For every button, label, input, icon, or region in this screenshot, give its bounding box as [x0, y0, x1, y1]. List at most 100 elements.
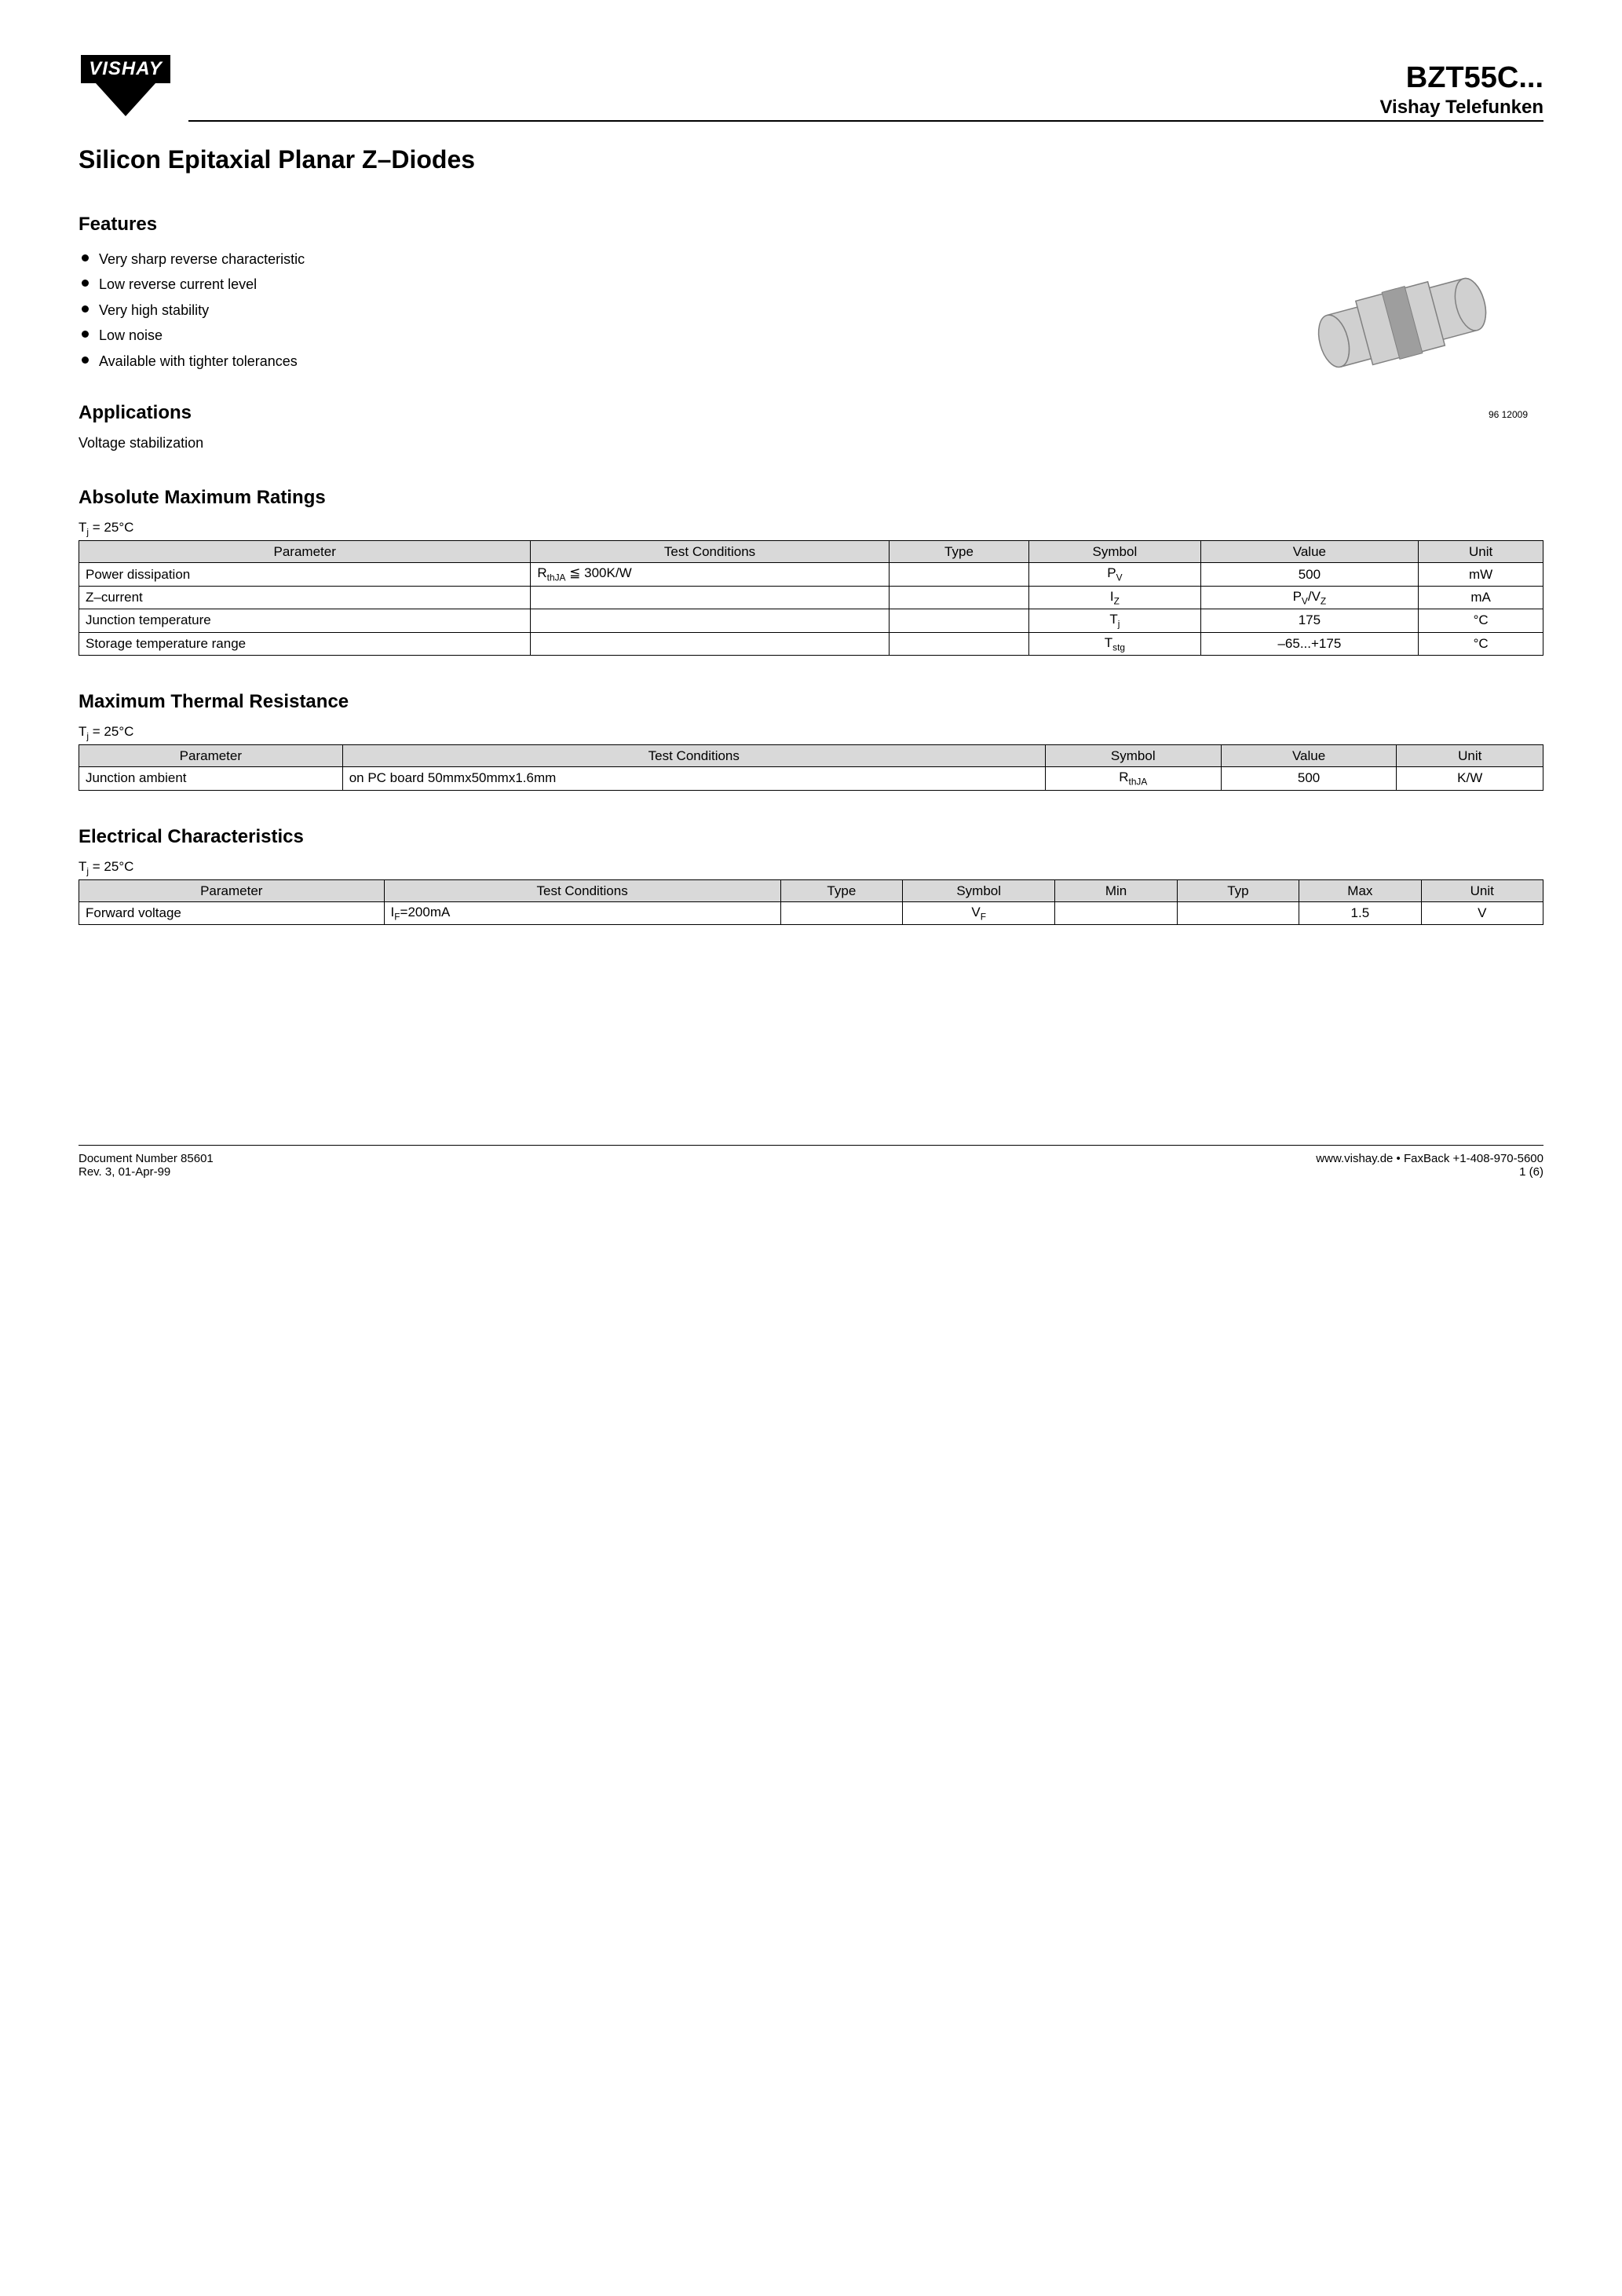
table-cell: 175: [1200, 609, 1419, 632]
table-cell: RthJA ≦ 300K/W: [531, 563, 889, 586]
amr-table: Parameter Test Conditions Type Symbol Va…: [79, 540, 1543, 656]
doc-number: Document Number 85601: [79, 1152, 214, 1165]
table-cell: [1177, 902, 1299, 925]
table-cell: V: [1421, 902, 1543, 925]
features-list: Very sharp reverse characteristic Low re…: [79, 247, 1245, 374]
table-cell: RthJA: [1045, 767, 1221, 790]
table-header: Symbol: [903, 880, 1055, 902]
mtr-condition: Tj = 25°C: [79, 724, 1543, 741]
device-illustration-icon: [1277, 244, 1528, 401]
intro-left: Features Very sharp reverse characterist…: [79, 214, 1245, 452]
table-cell: Z–current: [79, 586, 531, 609]
table-header: Max: [1299, 880, 1421, 902]
table-cell: Tstg: [1029, 632, 1200, 655]
features-heading: Features: [79, 214, 1245, 236]
list-item: Low reverse current level: [79, 272, 1245, 297]
table-header: Test Conditions: [531, 541, 889, 563]
table-row: Storage temperature range Tstg–65...+175°…: [79, 632, 1543, 655]
list-item: Available with tighter tolerances: [79, 349, 1245, 374]
logo: VISHAY: [79, 55, 173, 116]
table-cell: 500: [1200, 563, 1419, 586]
table-cell: –65...+175: [1200, 632, 1419, 655]
table-cell: IZ: [1029, 586, 1200, 609]
table-cell: 500: [1221, 767, 1397, 790]
table-header: Value: [1221, 745, 1397, 767]
footer-right: www.vishay.de • FaxBack +1-408-970-5600 …: [1316, 1152, 1543, 1179]
intro-columns: Features Very sharp reverse characterist…: [79, 214, 1543, 452]
applications-heading: Applications: [79, 402, 1245, 424]
table-cell: mA: [1419, 586, 1543, 609]
elec-section: Electrical Characteristics Tj = 25°C Par…: [79, 826, 1543, 926]
table-row: Z–current IZPV/VZmA: [79, 586, 1543, 609]
revision: Rev. 3, 01-Apr-99: [79, 1165, 214, 1179]
table-cell: K/W: [1397, 767, 1543, 790]
table-cell: on PC board 50mmx50mmx1.6mm: [342, 767, 1045, 790]
list-item: Low noise: [79, 323, 1245, 348]
page-number: 1 (6): [1316, 1165, 1543, 1179]
logo-text: VISHAY: [81, 55, 170, 83]
table-header: Test Conditions: [384, 880, 780, 902]
part-number: BZT55C...: [188, 61, 1543, 95]
table-cell: Junction ambient: [79, 767, 343, 790]
table-header: Parameter: [79, 745, 343, 767]
table-cell: [889, 586, 1029, 609]
elec-table: Parameter Test Conditions Type Symbol Mi…: [79, 879, 1543, 925]
table-cell: PV: [1029, 563, 1200, 586]
table-cell: [531, 609, 889, 632]
table-header: Parameter: [79, 541, 531, 563]
table-header: Unit: [1421, 880, 1543, 902]
table-cell: [531, 632, 889, 655]
table-header: Unit: [1397, 745, 1543, 767]
intro-right: 96 12009: [1261, 214, 1543, 452]
table-cell: [889, 609, 1029, 632]
applications-text: Voltage stabilization: [79, 435, 1245, 452]
table-cell: Forward voltage: [79, 902, 385, 925]
table-header: Type: [889, 541, 1029, 563]
table-cell: [889, 632, 1029, 655]
table-header: Value: [1200, 541, 1419, 563]
table-header: Symbol: [1045, 745, 1221, 767]
logo-triangle-icon: [96, 83, 155, 116]
page-footer: Document Number 85601 Rev. 3, 01-Apr-99 …: [79, 1145, 1543, 1179]
table-cell: 1.5: [1299, 902, 1421, 925]
table-row: Junction temperature Tj175°C: [79, 609, 1543, 632]
list-item: Very high stability: [79, 298, 1245, 323]
table-row: Power dissipationRthJA ≦ 300K/W PV500mW: [79, 563, 1543, 586]
table-cell: °C: [1419, 609, 1543, 632]
table-cell: [780, 902, 902, 925]
footer-url: www.vishay.de • FaxBack +1-408-970-5600: [1316, 1152, 1543, 1165]
table-header: Parameter: [79, 880, 385, 902]
table-header: Typ: [1177, 880, 1299, 902]
table-header: Unit: [1419, 541, 1543, 563]
footer-left: Document Number 85601 Rev. 3, 01-Apr-99: [79, 1152, 214, 1179]
page-header: VISHAY BZT55C... Vishay Telefunken: [79, 55, 1543, 122]
table-cell: mW: [1419, 563, 1543, 586]
table-cell: PV/VZ: [1200, 586, 1419, 609]
table-cell: Junction temperature: [79, 609, 531, 632]
table-header: Test Conditions: [342, 745, 1045, 767]
brand-name: Vishay Telefunken: [188, 97, 1543, 119]
table-cell: Tj: [1029, 609, 1200, 632]
header-title-block: BZT55C... Vishay Telefunken: [188, 61, 1543, 122]
table-cell: VF: [903, 902, 1055, 925]
table-cell: [531, 586, 889, 609]
table-header: Symbol: [1029, 541, 1200, 563]
table-cell: IF=200mA: [384, 902, 780, 925]
mtr-section: Maximum Thermal Resistance Tj = 25°C Par…: [79, 691, 1543, 791]
list-item: Very sharp reverse characteristic: [79, 247, 1245, 272]
mtr-table: Parameter Test Conditions Symbol Value U…: [79, 744, 1543, 790]
table-cell: Storage temperature range: [79, 632, 531, 655]
table-header: Type: [780, 880, 902, 902]
table-header: Min: [1055, 880, 1177, 902]
elec-condition: Tj = 25°C: [79, 859, 1543, 876]
elec-heading: Electrical Characteristics: [79, 826, 1543, 848]
amr-condition: Tj = 25°C: [79, 520, 1543, 537]
table-cell: °C: [1419, 632, 1543, 655]
table-cell: [889, 563, 1029, 586]
table-cell: Power dissipation: [79, 563, 531, 586]
amr-section: Absolute Maximum Ratings Tj = 25°C Param…: [79, 487, 1543, 656]
mtr-heading: Maximum Thermal Resistance: [79, 691, 1543, 713]
page-title: Silicon Epitaxial Planar Z–Diodes: [79, 145, 1543, 174]
table-row: Junction ambienton PC board 50mmx50mmx1.…: [79, 767, 1543, 790]
table-cell: [1055, 902, 1177, 925]
